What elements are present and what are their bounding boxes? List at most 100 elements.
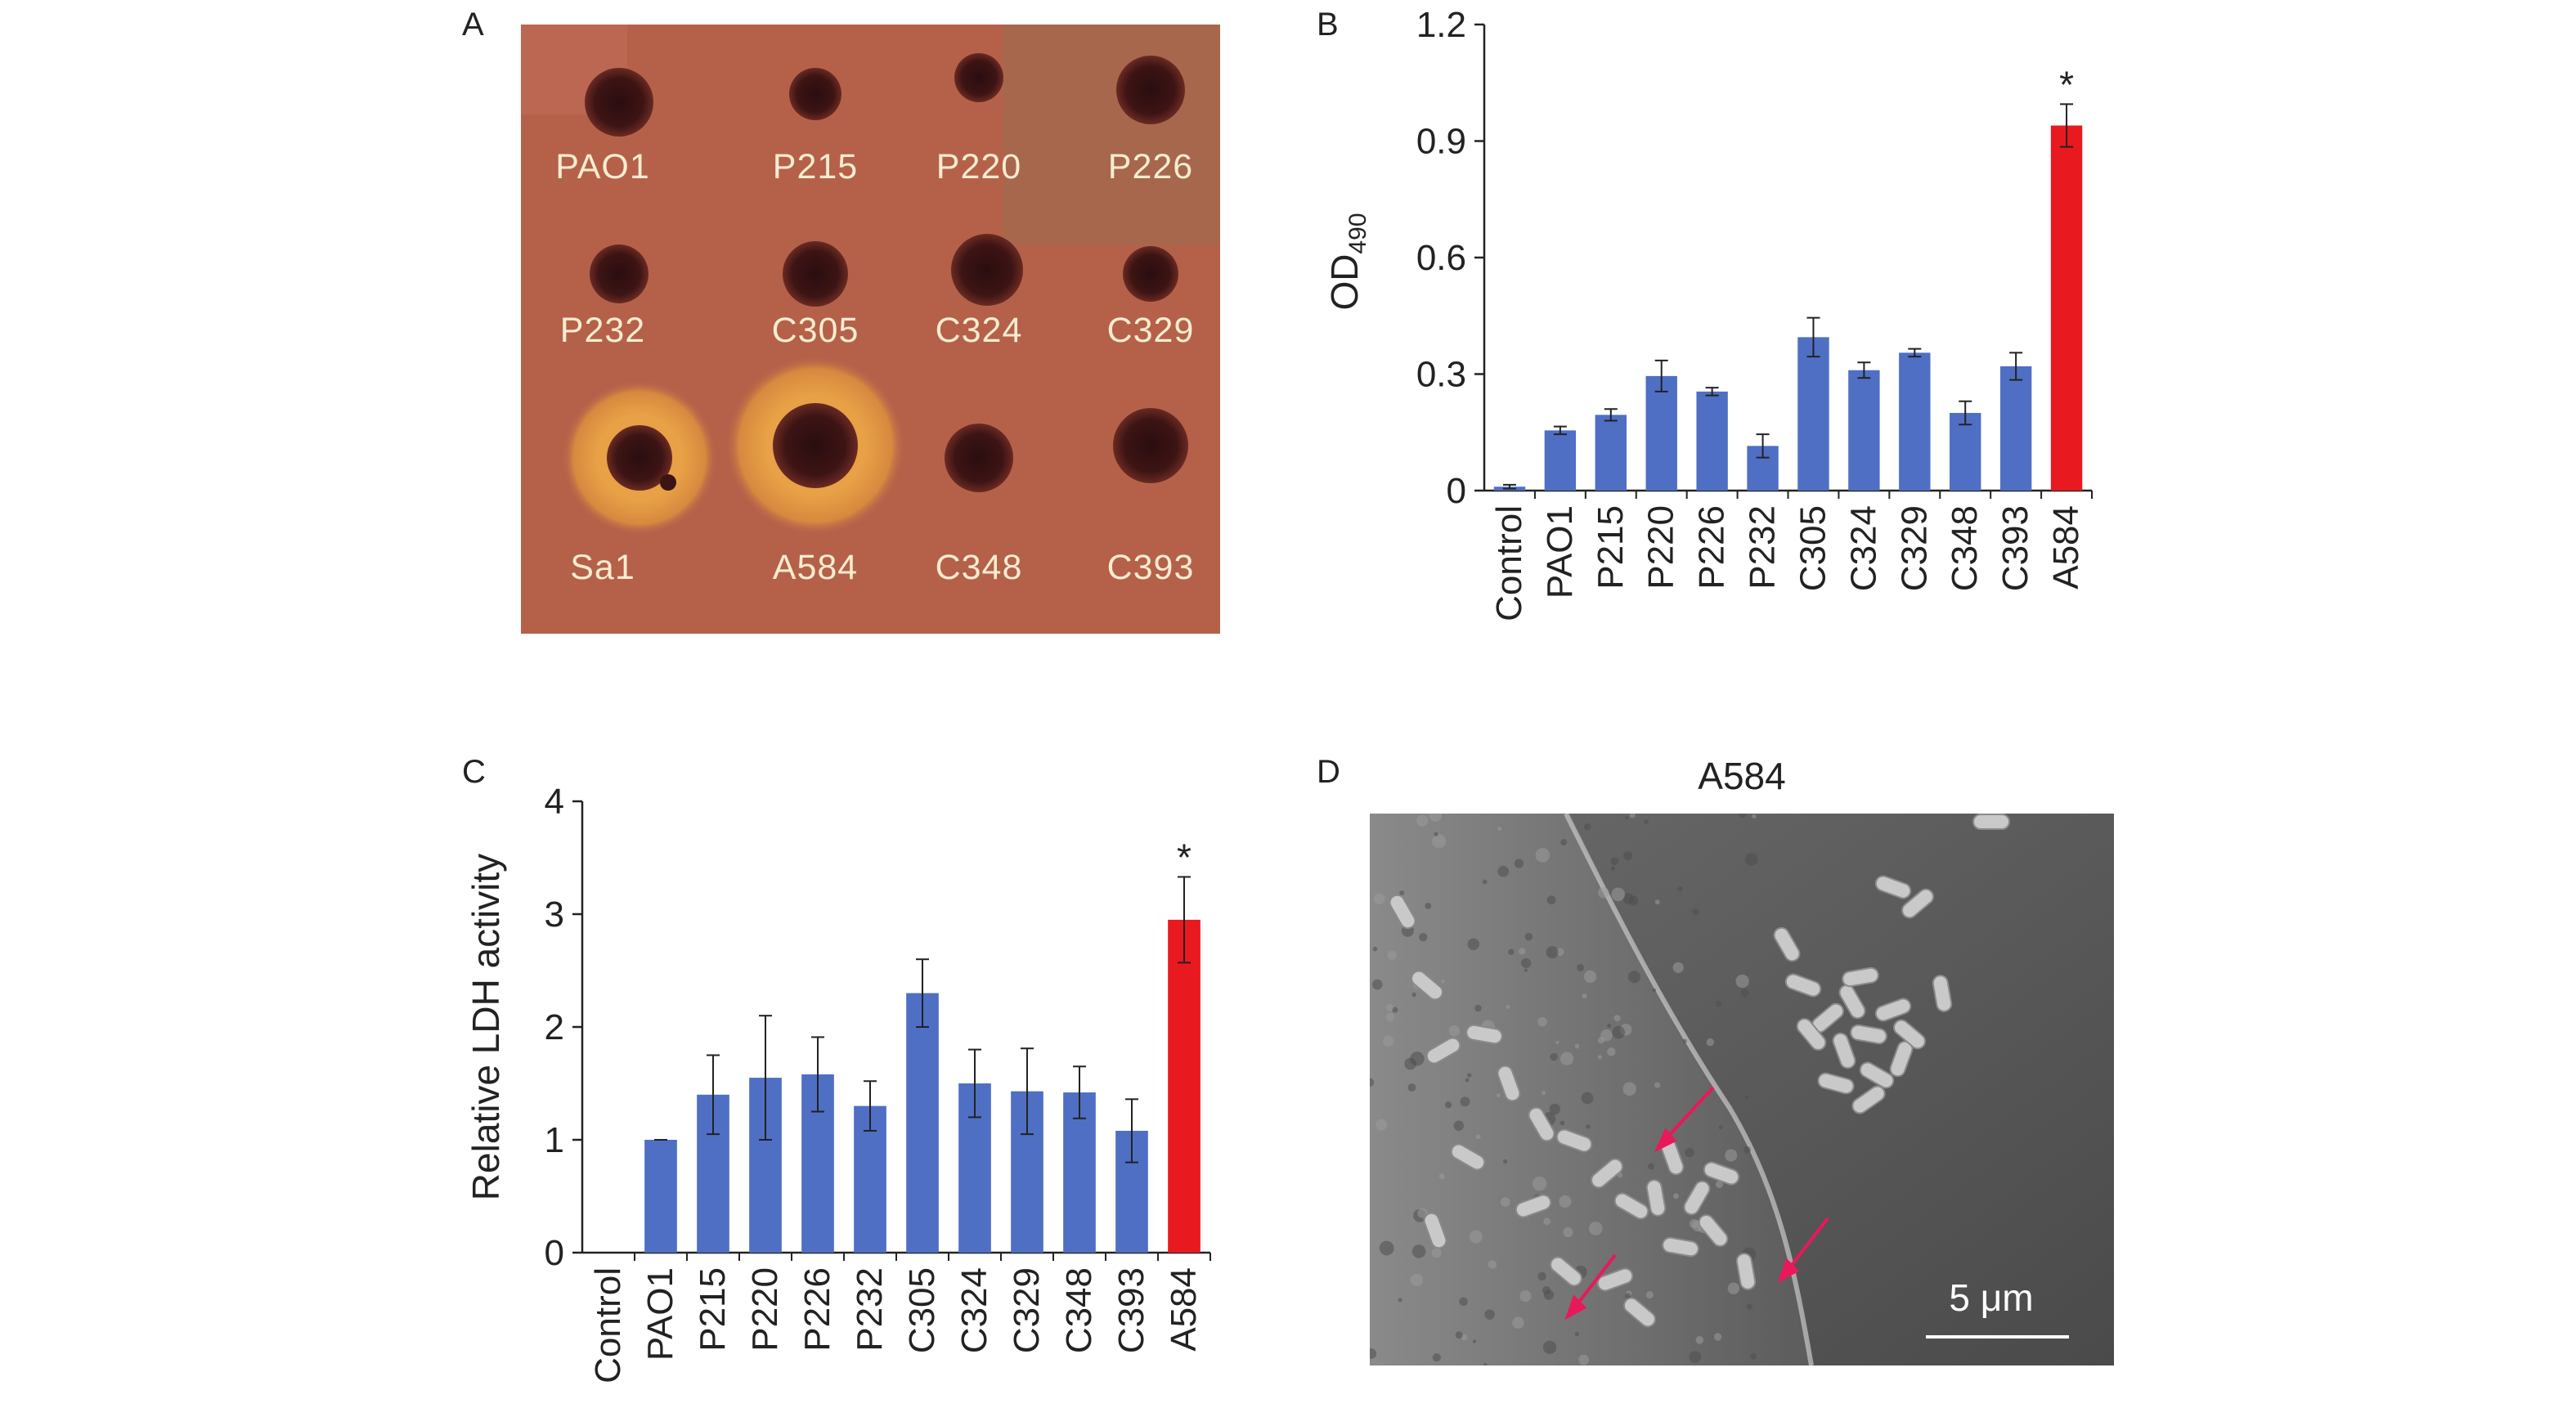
tissue-texture — [1537, 1271, 1546, 1281]
tissue-texture — [1673, 1193, 1679, 1200]
tissue-texture — [1497, 827, 1502, 831]
tissue-texture — [1689, 1351, 1702, 1363]
plate-label: P226 — [1107, 147, 1194, 186]
tissue-texture — [1739, 814, 1747, 818]
x-tick-label: PAO1 — [1540, 505, 1580, 599]
tissue-texture — [1613, 1015, 1621, 1022]
tissue-texture — [1411, 1244, 1426, 1258]
tissue-texture — [1559, 1195, 1572, 1208]
tissue-texture — [1560, 1052, 1574, 1065]
plate-label: P220 — [936, 147, 1022, 186]
tissue-texture — [1497, 865, 1509, 877]
tissue-texture — [1411, 992, 1416, 998]
tissue-texture — [1416, 814, 1429, 827]
tissue-texture — [1706, 1038, 1715, 1047]
bacterium — [1645, 1179, 1667, 1217]
tissue-texture — [1370, 1078, 1375, 1087]
tissue-texture — [1543, 1217, 1551, 1226]
tissue-texture — [1373, 893, 1385, 905]
tissue-texture — [1429, 814, 1443, 822]
bacterium — [1423, 1212, 1447, 1249]
bacterium — [1698, 1214, 1729, 1247]
tissue-texture — [1611, 887, 1626, 902]
plate-label: P232 — [559, 311, 646, 350]
bacterium — [1550, 1256, 1582, 1287]
x-tick-label: C393 — [1111, 1267, 1151, 1353]
tissue-texture — [1469, 1230, 1483, 1244]
bar — [1696, 391, 1728, 491]
tissue-texture — [1685, 1147, 1694, 1158]
x-tick-label: Control — [588, 1267, 628, 1383]
colony-spot — [773, 403, 858, 488]
x-tick-label: C348 — [1059, 1267, 1099, 1353]
tissue-texture — [1542, 1286, 1551, 1295]
tissue-texture — [1716, 1181, 1724, 1189]
tissue-texture — [1371, 979, 1383, 990]
colony-spot — [1116, 56, 1185, 124]
tissue-texture — [1627, 971, 1641, 984]
tissue-texture — [1383, 1035, 1394, 1047]
bacterium — [1893, 1019, 1926, 1050]
tissue-texture — [1537, 1016, 1547, 1027]
bacterium — [1450, 1143, 1486, 1171]
tissue-texture — [1740, 989, 1749, 998]
tissue-texture — [1744, 1096, 1748, 1100]
bacterium — [1901, 888, 1934, 919]
tissue-texture — [1583, 970, 1597, 984]
y-tick-label: 4 — [545, 782, 564, 822]
significance-marker: * — [1177, 836, 1192, 878]
tissue-texture — [1574, 1331, 1580, 1337]
tissue-texture — [1725, 1149, 1738, 1162]
bacterium — [1859, 1061, 1895, 1089]
bacterium — [1972, 814, 2010, 830]
x-tick-label: P232 — [1743, 505, 1783, 590]
tissue-texture — [1431, 1248, 1442, 1258]
tissue-texture — [1612, 1025, 1626, 1039]
y-tick-label: 0 — [545, 1233, 564, 1273]
y-axis-title: Relative LDH activity — [464, 854, 507, 1200]
panel-label-a: A — [462, 7, 484, 43]
bacterium — [1555, 1128, 1593, 1153]
agar-plate-photo: PAO1 P215 P220 P226 P232 C305 C324 C329 Sa1 A584 C… — [521, 25, 1220, 634]
bacterium — [1784, 973, 1822, 998]
tissue-texture — [1532, 1176, 1547, 1191]
tissue-texture — [1524, 968, 1528, 972]
y-tick-label: 0.3 — [1416, 355, 1466, 395]
tissue-texture — [1385, 1012, 1395, 1022]
colony-spot — [660, 474, 676, 491]
tissue-texture — [1438, 1173, 1445, 1180]
tissue-texture — [1578, 1354, 1590, 1365]
y-tick-label: 0.9 — [1416, 122, 1466, 162]
tissue-texture — [1624, 816, 1629, 820]
plate-label: C305 — [771, 311, 859, 350]
tissue-texture — [1654, 1082, 1661, 1088]
tissue-texture — [1386, 1004, 1393, 1011]
tissue-texture — [1524, 932, 1533, 941]
x-tick-label: P215 — [693, 1267, 733, 1352]
x-tick-label: C305 — [1793, 505, 1833, 591]
tissue-texture — [1560, 839, 1568, 846]
y-tick-label: 1.2 — [1416, 5, 1466, 45]
y-axis-title-subscript: 490 — [1344, 213, 1371, 253]
tissue-texture — [1607, 1047, 1616, 1056]
tissue-texture — [1370, 1348, 1377, 1359]
plate-label: C348 — [935, 548, 1023, 587]
tissue-texture — [1520, 957, 1532, 968]
tissue-texture — [1399, 890, 1405, 896]
tissue-texture — [1460, 1096, 1470, 1107]
tissue-texture — [1610, 866, 1616, 871]
tissue-texture — [1500, 1197, 1510, 1207]
tissue-texture — [1654, 899, 1660, 905]
tissue-texture — [1622, 893, 1634, 904]
tissue-texture — [1648, 1163, 1655, 1170]
tissue-texture — [1461, 1334, 1468, 1341]
tissue-texture — [1496, 1092, 1501, 1098]
tissue-texture — [1692, 908, 1699, 916]
bacterium — [1411, 970, 1443, 1001]
tissue-texture — [1645, 1291, 1654, 1299]
tissue-texture — [1598, 887, 1609, 899]
tissue-texture — [1482, 879, 1488, 885]
bar — [1950, 413, 1981, 491]
tissue-texture — [1387, 950, 1397, 960]
